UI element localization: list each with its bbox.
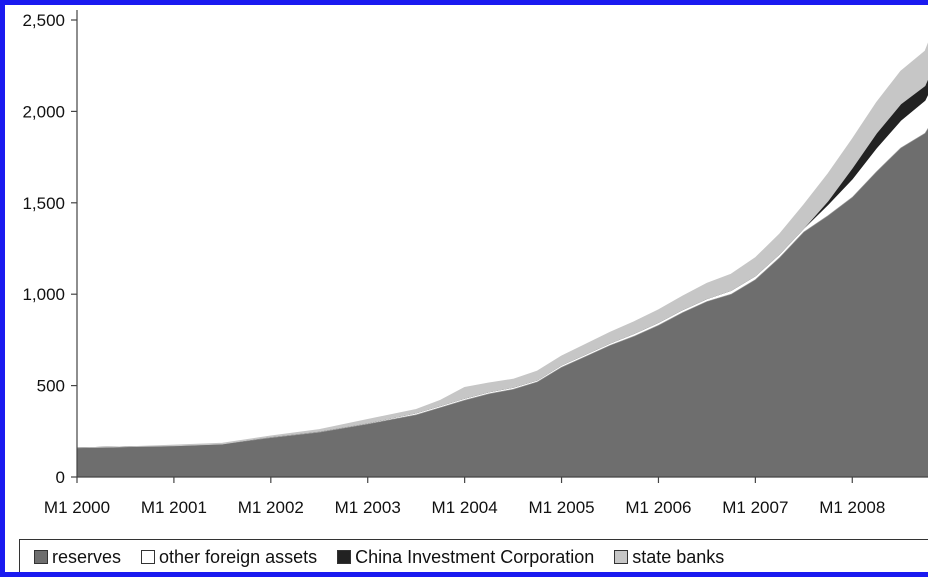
legend-label: China Investment Corporation — [355, 546, 595, 567]
x-tick-label: M1 2004 — [432, 498, 498, 517]
x-tick-label: M1 2001 — [141, 498, 207, 517]
legend-item: other foreign assets — [141, 547, 317, 568]
x-tick-label: M1 2007 — [722, 498, 788, 517]
chart-axes — [76, 10, 928, 478]
legend-label: other foreign assets — [159, 546, 318, 567]
y-axis-ticks: 0 500 1,000 1,500 2,000 2,500 — [22, 11, 77, 487]
series-area-reserves — [76, 127, 928, 478]
y-tick-label: 2,500 — [22, 11, 65, 30]
legend-item: state banks — [614, 547, 724, 568]
legend-swatch — [337, 550, 352, 564]
legend-swatch — [141, 550, 156, 564]
x-tick-label: M1 2008 — [819, 498, 885, 517]
y-tick-label: 2,000 — [22, 102, 65, 121]
x-tick-label: M1 2000 — [44, 498, 110, 517]
x-tick-label: M1 2006 — [625, 498, 691, 517]
chart-areas — [76, 42, 928, 478]
legend-label: reserves — [52, 546, 122, 567]
legend-item: reserves — [34, 547, 121, 568]
legend-item: China Investment Corporation — [337, 547, 594, 568]
x-tick-label: M1 2005 — [528, 498, 594, 517]
legend-swatch — [34, 550, 48, 564]
x-tick-label: M1 2002 — [238, 498, 304, 517]
y-tick-label: 500 — [37, 377, 65, 396]
x-axis-ticks: M1 2000 M1 2001 M1 2002 M1 2003 M1 2004 M1 20… — [44, 477, 885, 517]
x-tick-label: M1 2003 — [335, 498, 401, 517]
legend-swatch — [614, 550, 629, 564]
series-area-state-banks — [76, 42, 928, 449]
y-tick-label: 0 — [56, 468, 65, 487]
legend-label: state banks — [632, 546, 725, 567]
y-tick-label: 1,500 — [22, 194, 65, 213]
chart-legend: reserves other foreign assets China Invest… — [19, 539, 928, 572]
y-tick-label: 1,000 — [22, 285, 65, 304]
